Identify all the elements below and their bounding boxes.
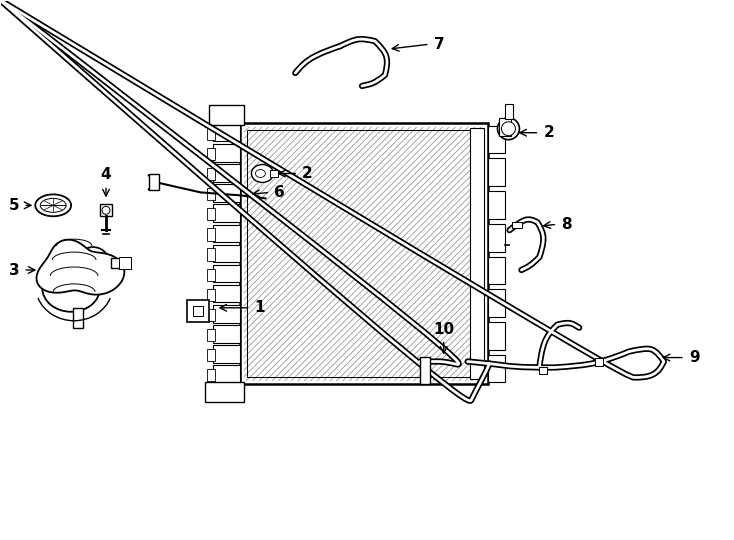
Bar: [206, 188, 214, 200]
Text: 9: 9: [688, 350, 700, 365]
Bar: [213, 225, 241, 242]
Text: 10: 10: [433, 322, 454, 336]
Polygon shape: [37, 240, 124, 295]
Bar: [213, 245, 241, 262]
Text: 7: 7: [434, 37, 444, 52]
Ellipse shape: [43, 264, 100, 312]
Bar: [270, 170, 278, 178]
Bar: [247, 130, 481, 377]
Bar: [100, 204, 112, 217]
Bar: [206, 309, 214, 321]
Bar: [206, 349, 214, 361]
Bar: [500, 118, 512, 136]
Bar: [213, 184, 241, 202]
Ellipse shape: [35, 194, 71, 217]
Bar: [206, 268, 214, 281]
Bar: [206, 148, 214, 160]
Bar: [213, 345, 241, 363]
Ellipse shape: [77, 247, 109, 277]
Bar: [506, 104, 514, 119]
Bar: [192, 306, 203, 316]
Text: 6: 6: [275, 185, 285, 200]
Bar: [487, 256, 506, 284]
Bar: [111, 258, 129, 268]
Bar: [73, 308, 83, 328]
Bar: [470, 128, 484, 380]
Text: 3: 3: [9, 262, 19, 278]
Bar: [241, 123, 487, 384]
Bar: [206, 248, 214, 261]
Bar: [206, 168, 214, 180]
Bar: [487, 191, 506, 219]
Text: 5: 5: [9, 198, 19, 213]
Bar: [213, 305, 241, 322]
Bar: [241, 123, 487, 384]
Bar: [487, 158, 506, 186]
Bar: [205, 382, 244, 402]
Text: 1: 1: [255, 300, 265, 315]
Circle shape: [102, 206, 110, 214]
Bar: [487, 289, 506, 317]
Bar: [213, 325, 241, 343]
Text: 2: 2: [302, 166, 313, 181]
Ellipse shape: [50, 246, 80, 274]
Ellipse shape: [252, 165, 273, 183]
Bar: [487, 126, 506, 153]
Bar: [186, 300, 208, 322]
Bar: [206, 329, 214, 341]
Bar: [213, 366, 241, 383]
Bar: [206, 127, 214, 140]
Text: 4: 4: [101, 167, 112, 183]
Ellipse shape: [498, 118, 520, 140]
Bar: [206, 289, 214, 301]
Bar: [213, 124, 241, 141]
Bar: [208, 105, 244, 125]
Bar: [420, 356, 430, 384]
Bar: [487, 322, 506, 350]
Bar: [213, 164, 241, 181]
Bar: [213, 205, 241, 222]
Bar: [206, 369, 214, 381]
Bar: [213, 285, 241, 302]
Bar: [595, 357, 603, 366]
Bar: [213, 265, 241, 282]
Bar: [206, 208, 214, 220]
Bar: [206, 228, 214, 240]
Text: 8: 8: [562, 217, 572, 232]
Text: 2: 2: [543, 125, 554, 140]
Bar: [539, 367, 548, 374]
Ellipse shape: [501, 122, 515, 136]
Bar: [512, 222, 523, 228]
Bar: [119, 257, 131, 269]
Bar: [149, 174, 159, 191]
Bar: [213, 144, 241, 161]
Bar: [487, 224, 506, 252]
Bar: [487, 355, 506, 382]
